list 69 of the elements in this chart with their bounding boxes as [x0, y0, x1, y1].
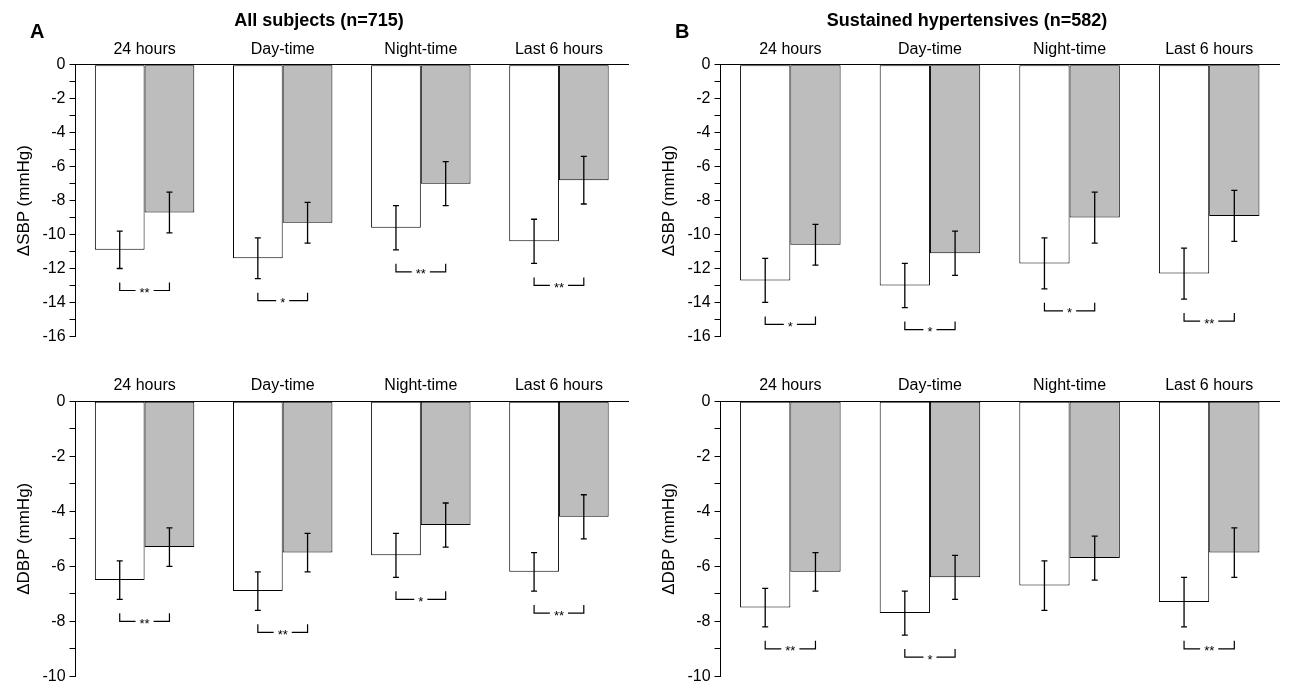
x-tick-label: Last 6 hours — [1165, 376, 1254, 394]
x-tick-label: 24 hours — [113, 39, 176, 57]
annotation: * — [418, 593, 424, 609]
x-tick-label: 24 hours — [759, 39, 822, 57]
y-tick-label: -2 — [51, 89, 66, 107]
y-tick-label: -10 — [687, 666, 711, 684]
y-tick-label: -16 — [42, 326, 66, 344]
annotation: ** — [277, 626, 288, 642]
y-tick-label: 0 — [56, 391, 66, 409]
y-tick-label: 0 — [56, 55, 66, 73]
annotation: ** — [1204, 315, 1215, 331]
y-tick-label: -4 — [51, 123, 66, 141]
annotation: ** — [553, 607, 564, 623]
x-tick-label: 24 hours — [759, 376, 822, 394]
annotation: ** — [785, 643, 796, 659]
y-tick-label: -4 — [696, 123, 711, 141]
annotation: ** — [553, 279, 564, 295]
y-tick-label: -8 — [696, 611, 711, 629]
x-tick-label: Night-time — [384, 39, 458, 57]
y-axis-title: ΔSBP (mmHg) — [13, 145, 33, 257]
y-tick-label: -16 — [687, 326, 711, 344]
annotation: * — [280, 295, 286, 311]
y-tick-label: -6 — [696, 556, 711, 574]
y-tick-label: -2 — [696, 446, 711, 464]
y-tick-label: 0 — [701, 391, 711, 409]
y-axis-title: ΔDBP (mmHg) — [658, 482, 678, 595]
x-tick-label: Day-time — [897, 376, 963, 394]
x-tick-label: Day-time — [250, 39, 315, 57]
x-tick-label: Last 6 hours — [1165, 39, 1254, 57]
annotation: ** — [139, 285, 150, 301]
y-tick-label: -14 — [687, 292, 711, 310]
x-tick-label: Night-time — [1033, 376, 1107, 394]
y-tick-label: -2 — [51, 446, 66, 464]
annotation: * — [1067, 305, 1073, 321]
chart-title: Sustained hypertensives (n=582) — [826, 9, 1108, 30]
annotation: * — [927, 651, 933, 667]
y-tick-label: -10 — [687, 224, 711, 242]
y-axis-title: ΔDBP (mmHg) — [13, 482, 33, 595]
annotation: ** — [139, 615, 150, 631]
annotation: * — [787, 319, 793, 335]
y-tick-label: -6 — [51, 556, 66, 574]
x-tick-label: 24 hours — [113, 376, 176, 394]
y-tick-label: -6 — [696, 157, 711, 175]
annotation: ** — [1204, 643, 1215, 659]
y-axis-title: ΔSBP (mmHg) — [658, 145, 678, 257]
x-tick-label: Last 6 hours — [514, 39, 603, 57]
y-tick-label: -2 — [696, 89, 711, 107]
y-tick-label: -10 — [42, 666, 66, 684]
text: A — [30, 19, 45, 42]
chart-title: All subjects (n=715) — [234, 9, 404, 30]
annotation: * — [927, 324, 933, 340]
y-tick-label: -4 — [696, 501, 711, 519]
y-tick-label: 0 — [701, 55, 711, 73]
x-tick-label: Night-time — [1033, 39, 1107, 57]
y-tick-label: -8 — [51, 191, 66, 209]
y-tick-label: -4 — [51, 501, 66, 519]
x-tick-label: Day-time — [897, 39, 963, 57]
y-tick-label: -6 — [51, 157, 66, 175]
annotation: ** — [415, 266, 426, 282]
y-tick-label: -8 — [51, 611, 66, 629]
text: B — [675, 19, 690, 42]
x-tick-label: Night-time — [384, 376, 458, 394]
y-tick-label: -10 — [42, 224, 66, 242]
y-tick-label: -8 — [696, 191, 711, 209]
y-tick-label: -14 — [42, 292, 66, 310]
y-tick-label: -12 — [687, 258, 711, 276]
y-tick-label: -12 — [42, 258, 66, 276]
x-tick-label: Day-time — [250, 376, 315, 394]
x-tick-label: Last 6 hours — [514, 376, 603, 394]
